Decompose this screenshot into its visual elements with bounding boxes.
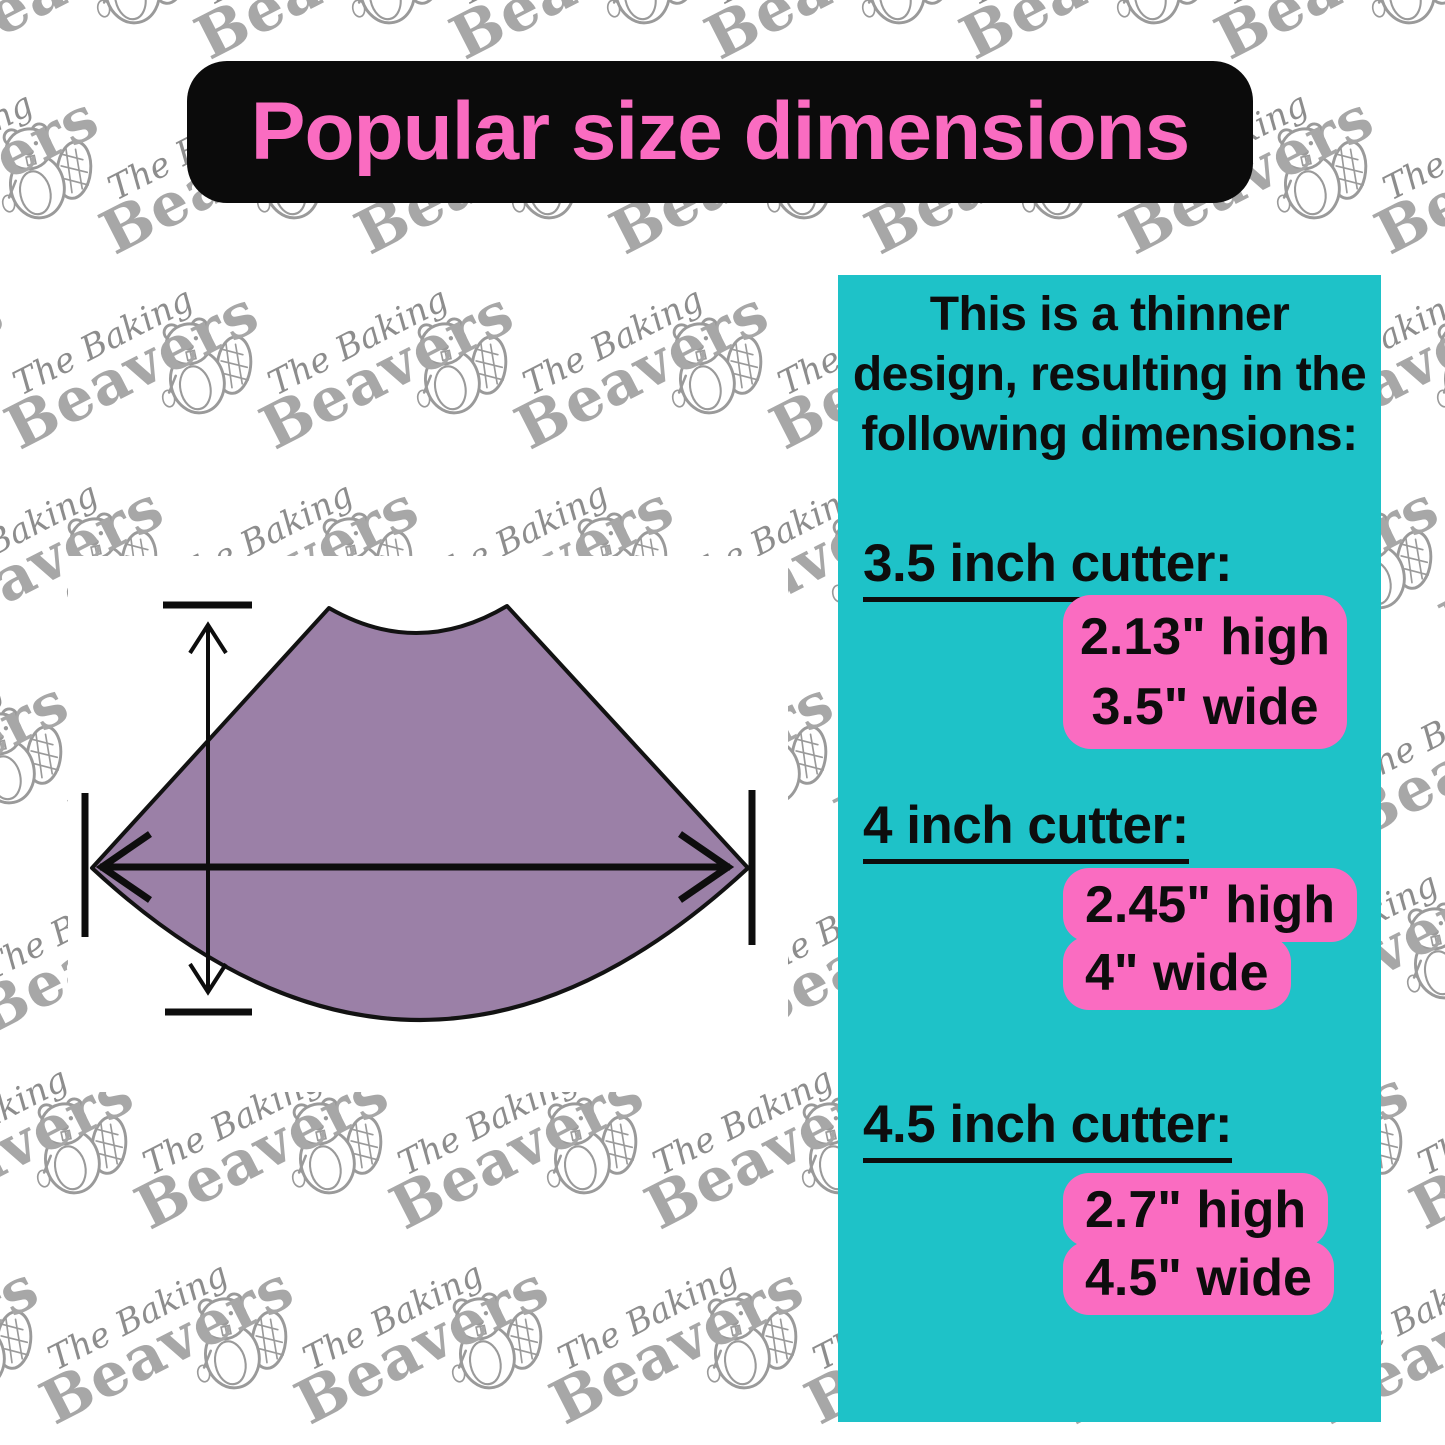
- title-banner: Popular size dimensions: [187, 61, 1253, 203]
- dimension-badge-3-5-inch: 2.13" high 3.5" wide: [1063, 595, 1347, 749]
- beaver-with-whisk-icon: [291, 1097, 383, 1195]
- intro-line: This is a thinner: [929, 288, 1290, 341]
- cutter-diagram-box: [68, 556, 788, 1092]
- width-dimension-arrow: [81, 790, 756, 945]
- dimension-badge-4-inch: 2.45" high 4" wide: [1063, 868, 1358, 1010]
- section-heading-4-5-inch: 4.5 inch cutter:: [863, 1094, 1232, 1163]
- beaver-with-whisk-icon: [196, 1292, 288, 1390]
- cutter-shape-diagram: [81, 601, 756, 1022]
- beaver-with-whisk-icon: [1116, 0, 1208, 25]
- dimension-badge-4-5-inch: 2.7" high 4.5" wide: [1063, 1173, 1334, 1315]
- beaver-with-whisk-icon: [1371, 0, 1445, 25]
- beaver-with-whisk-icon: [1, 122, 93, 220]
- beaver-with-whisk-icon: [0, 707, 63, 805]
- beaver-with-whisk-icon: [451, 1292, 543, 1390]
- beaver-with-whisk-icon: [351, 0, 443, 25]
- dimension-value: 4.5" wide: [1063, 1241, 1334, 1315]
- beaver-with-whisk-icon: [161, 317, 253, 415]
- beaver-with-whisk-icon: [416, 317, 508, 415]
- cape-shape: [90, 604, 750, 1022]
- beaver-with-whisk-icon: [861, 0, 953, 25]
- panel-intro: This is a thinner design, resulting in t…: [838, 285, 1381, 465]
- dimension-value: 4" wide: [1063, 936, 1291, 1010]
- beaver-with-whisk-icon: [96, 0, 188, 25]
- beaver-with-whisk-icon: [671, 317, 763, 415]
- beaver-with-whisk-icon: [606, 0, 698, 25]
- beaver-with-whisk-icon: [0, 1310, 33, 1390]
- beaver-with-whisk-icon: [36, 1097, 128, 1195]
- dimensions-panel: This is a thinner design, resulting in t…: [838, 275, 1381, 1422]
- beaver-with-whisk-icon: [1436, 322, 1445, 415]
- dimension-value: 2.13" high: [1079, 608, 1331, 666]
- beaver-with-whisk-icon: [1276, 122, 1368, 220]
- beaver-with-whisk-icon: [546, 1097, 638, 1195]
- section-heading-3-5-inch: 3.5 inch cutter:: [863, 533, 1232, 602]
- beaver-with-whisk-icon: [706, 1292, 798, 1390]
- dimension-value: 2.45" high: [1063, 868, 1358, 942]
- dimension-value: 2.7" high: [1063, 1173, 1329, 1247]
- height-dimension-arrow: [163, 601, 252, 1016]
- dimension-value: 3.5" wide: [1091, 678, 1319, 736]
- intro-line: design, resulting in the: [852, 348, 1367, 401]
- page-title: Popular size dimensions: [250, 86, 1190, 177]
- intro-line: following dimensions:: [861, 408, 1358, 461]
- section-heading-4-inch: 4 inch cutter:: [863, 795, 1189, 864]
